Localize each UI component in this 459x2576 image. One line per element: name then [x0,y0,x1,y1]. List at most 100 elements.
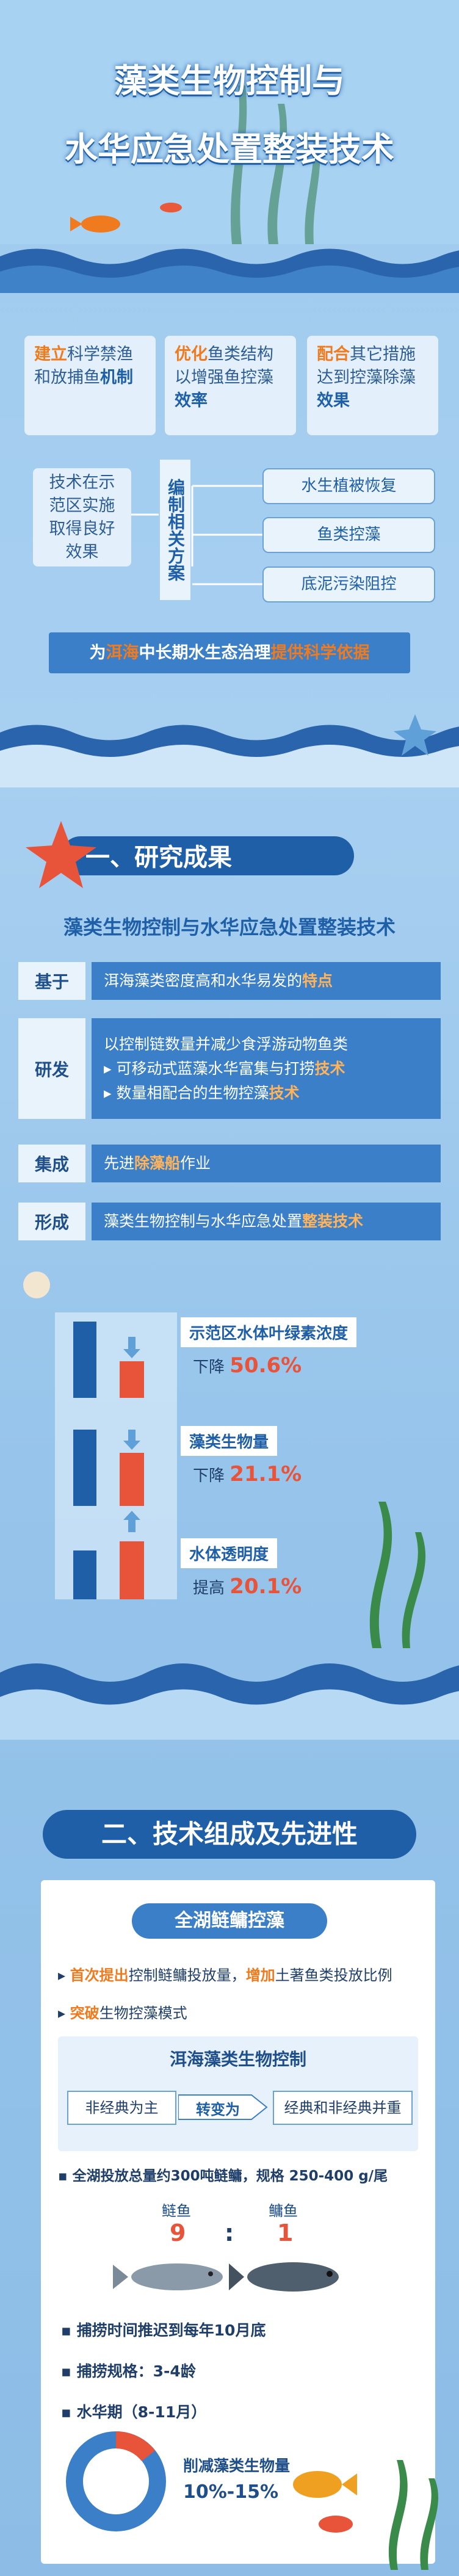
result-metric: 水体透明度 [181,1538,278,1568]
result-change: 下降 [193,1467,225,1485]
row-label: 基于 [18,962,85,1000]
flow-arrow [178,2094,268,2120]
text-run: 配合 [317,345,350,364]
row-label: 形成 [18,1203,85,1240]
text-run: 捕捞规格：3-4龄 [76,2362,196,2380]
stocking: ▪ 全湖投放总量约300吨鲢鳙，规格 250-400 g/尾 [58,2168,388,2184]
row-text: 洱海藻类密度高和水华易发的特点 [92,962,441,1000]
text-run: 技术 [269,1084,300,1102]
result-block: 藻类生物量 下降 21.1% [181,1426,437,1486]
bullet: ▸ 突破生物控藻模式 [58,2005,187,2022]
row-line: 洱海藻类密度高和水华易发的特点 [104,969,428,993]
text-run: 技术 [314,1059,345,1077]
plan-item: 水生植被恢复 [262,468,435,504]
results-decor [23,1272,426,1648]
result-metric: 示范区水体叶绿素浓度 [181,1317,357,1347]
row-line: ▸ 数量相配合的生物控藻技术 [104,1084,300,1102]
text-run: 作业 [180,1154,211,1172]
title-line: 水华应急处置整装技术 [65,130,394,168]
text-run: 优化 [175,345,208,364]
result-change: 下降 [193,1358,225,1377]
ratio: 1 [277,2220,294,2246]
text-run: 首次提出 [70,1967,129,1984]
text-run: 数量相配合的生物控藻 [116,1084,269,1102]
text-run: 先进 [104,1154,135,1172]
row-text: 先进除藻船作业 [92,1145,441,1182]
text-run: 藻类生物控制与水华应急处置 [104,1212,303,1230]
text-run: 其它措施达到控藻除藻 [317,345,416,387]
fact: ▪ 捕捞时间推迟到每年10月底 [61,2321,266,2339]
reduction-label: 削减藻类生物量 [183,2457,291,2475]
ratio: 9 [170,2220,186,2246]
result-block: 水体透明度 提高 20.1% [181,1538,437,1599]
fish-decor [293,2460,438,2570]
intro-box: 配合其它措施达到控藻除藻效果 [307,336,438,435]
ratio: : [225,2220,234,2246]
text-run: 增加 [245,1967,275,1984]
title-line: 藻类生物控制与 [114,62,345,100]
row-text: 藻类生物控制与水华应急处置整装技术 [92,1203,441,1240]
intro-box: 建立科学禁渔和放捕鱼机制 [24,336,156,435]
section-heading: 二、技术组成及先进性 [43,1810,416,1859]
text-run: 效果 [317,391,350,410]
text-run: 捕捞时间推迟到每年10月底 [76,2321,266,2339]
text-run: 土著鱼类投放比例 [275,1967,392,1984]
fish-name: 鳙鱼 [269,2202,298,2220]
result-block: 示范区水体叶绿素浓度 下降 50.6% [181,1317,437,1378]
row-text: 以控制链数量并减少食浮游动物鱼类 ▸ 可移动式蓝藻水华富集与打捞技术 ▸ 数量相… [92,1018,441,1119]
text-run: 提供科学依据 [270,643,370,662]
heading-decor [26,821,354,888]
connectors [131,485,262,585]
row-line: 以控制链数量并减少食浮游动物鱼类 [104,1032,428,1057]
text-run: 鱼类结构以增强鱼控藻 [175,345,273,387]
text-run: 机制 [100,368,133,387]
result-value: 50.6% [230,1353,302,1378]
wave-decor [0,714,459,787]
fish-name: 鲢鱼 [162,2202,191,2220]
row-line: 藻类生物控制与水华应急处置整装技术 [104,1209,428,1234]
bullet: ▸ 首次提出控制鲢鳙投放量，增加土著鱼类投放比例 [58,1967,392,1984]
text-run: 生物控藻模式 [99,2005,187,2022]
text-run: 效率 [175,391,208,410]
banner: 为洱海中长期水生态治理提供科学依据 [49,632,410,673]
flow-to: 经典和非经典并重 [273,2091,413,2125]
plan-label: 编制相关方案 [160,460,190,600]
row-line: ▸ 可移动式蓝藻水华富集与打捞技术 [104,1059,345,1077]
card [41,1880,435,2564]
text-run: 整装技术 [302,1212,364,1230]
result-change: 提高 [193,1579,225,1597]
result-metric: 藻类生物量 [181,1426,278,1456]
text-run: 中长期水生态治理 [139,643,271,662]
donut [66,2431,166,2531]
text-run: 控制鲢鳙投放量， [128,1967,246,1984]
header-decor [0,0,459,293]
plan-item: 底泥污染阻控 [262,566,435,602]
row-line: 先进除藻船作业 [104,1151,428,1176]
text-run: 以控制链数量并减少食浮游动物鱼类 [104,1035,349,1053]
flow-from: 非经典为主 [67,2091,176,2125]
flow-arrow-label: 转变为 [196,2101,240,2118]
flow-title: 洱海藻类生物控制 [169,2049,306,2069]
reduction-value: 10%-15% [183,2481,279,2503]
card-title: 全湖鲢鳙控藻 [132,1903,327,1939]
result-value: 21.1% [230,1462,302,1486]
fish-icons [113,2262,339,2292]
text-run: 除藻船 [134,1154,181,1172]
intro-box: 优化鱼类结构以增强鱼控藻效率 [165,336,296,435]
fact: ▪ 水华期（8-11月） [61,2403,207,2421]
text-run: 特点 [302,972,333,990]
result-value: 20.1% [230,1574,302,1599]
text-run: 水华期（8-11月） [76,2403,207,2421]
wave-decor [0,1663,459,1740]
text-run: 全湖投放总量约300吨鲢鳙，规格 250-400 g/尾 [72,2168,388,2184]
text-run: 可移动式蓝藻水华富集与打捞 [116,1059,315,1077]
row-label: 研发 [18,1018,85,1119]
row-label: 集成 [18,1145,85,1182]
text-run: 为 [89,643,106,662]
plan-item: 鱼类控藻 [262,517,435,553]
result-box: 技术在示范区实施取得良好效果 [33,468,131,566]
fact: ▪ 捕捞规格：3-4龄 [61,2362,196,2380]
text-run: 洱海藻类密度高和水华易发的 [104,972,303,990]
section-heading: 一、研究成果 [85,844,232,872]
